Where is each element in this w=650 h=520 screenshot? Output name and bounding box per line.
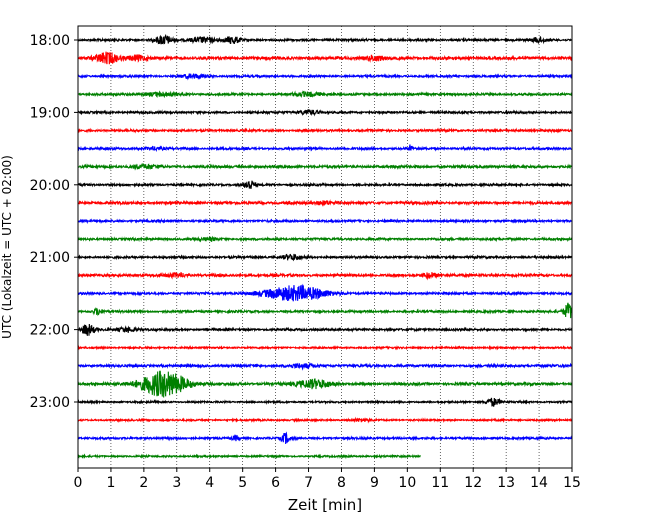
x-tick-label: 7 — [304, 475, 313, 491]
x-tick-label: 14 — [530, 475, 548, 491]
trace-2000 — [77, 180, 573, 189]
trace-2030 — [77, 217, 573, 225]
x-tick-label: 1 — [106, 475, 115, 491]
trace-1815 — [77, 51, 573, 65]
x-tick-label: 3 — [172, 475, 181, 491]
trace-2145 — [77, 302, 573, 319]
trace-1845 — [77, 90, 573, 99]
x-axis-title: Zeit [min] — [288, 496, 362, 514]
trace-2345 — [77, 453, 421, 460]
trace-1900 — [77, 108, 573, 117]
trace-2045 — [77, 235, 573, 243]
trace-2330 — [77, 431, 573, 444]
x-tick-label: 8 — [337, 475, 346, 491]
trace-2115 — [77, 271, 573, 281]
trace-2315 — [77, 416, 573, 424]
x-tick-label: 0 — [74, 475, 83, 491]
x-tick-label: 4 — [205, 475, 214, 491]
x-tick-label: 11 — [431, 475, 449, 491]
x-tick-label: 2 — [139, 475, 148, 491]
x-tick-label: 10 — [398, 475, 416, 491]
x-tick-label: 12 — [464, 475, 482, 491]
trace-2100 — [77, 253, 573, 262]
x-tick-label: 13 — [497, 475, 515, 491]
x-tick-label: 15 — [563, 475, 581, 491]
trace-1930 — [77, 144, 573, 153]
trace-2215 — [77, 344, 573, 351]
y-axis-title: UTC (Lokalzeit = UTC + 02:00) — [0, 155, 14, 339]
y-tick-label: 20:00 — [30, 178, 70, 194]
y-tick-label: 22:00 — [30, 323, 70, 339]
trace-2245 — [77, 370, 573, 398]
trace-2300 — [77, 397, 573, 407]
trace-group — [77, 33, 573, 460]
y-tick-label: 19:00 — [30, 105, 70, 121]
y-tick-label: 18:00 — [30, 33, 70, 49]
y-axis-ticks: 18:00 19:00 20:00 21:00 22:00 23:00 — [30, 33, 78, 411]
trace-1830 — [77, 72, 573, 81]
y-tick-label: 21:00 — [30, 250, 70, 266]
trace-2130 — [77, 283, 573, 302]
x-tick-label: 9 — [370, 475, 379, 491]
trace-2230 — [77, 361, 573, 371]
trace-1915 — [77, 127, 573, 134]
x-tick-label: 5 — [238, 475, 247, 491]
trace-1800 — [77, 33, 573, 45]
x-tick-label: 6 — [271, 475, 280, 491]
plot-frame — [77, 25, 573, 469]
y-tick-label: 23:00 — [30, 395, 70, 411]
trace-2200 — [77, 323, 573, 336]
x-axis-ticks: 0 1 2 3 4 5 6 7 8 9 10 11 12 13 14 15 — [74, 468, 581, 491]
trace-1945 — [77, 162, 573, 171]
trace-2015 — [77, 199, 573, 208]
